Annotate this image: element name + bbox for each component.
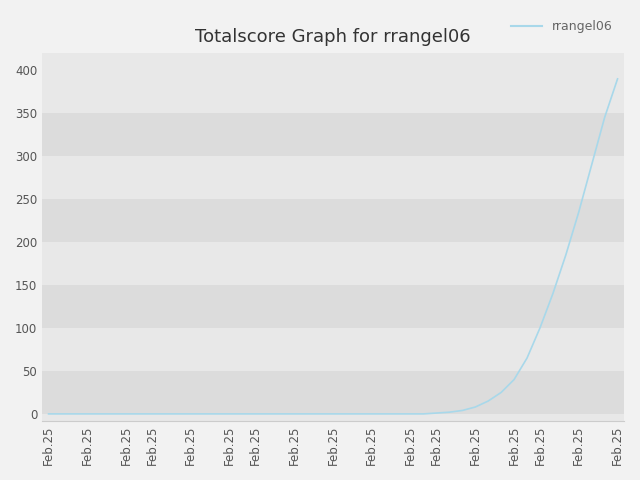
Title: Totalscore Graph for rrangel06: Totalscore Graph for rrangel06 [195, 28, 471, 46]
rrangel06 [549, 291, 557, 297]
rrangel06 [342, 411, 350, 417]
rrangel06 [303, 411, 311, 417]
rrangel06 [407, 411, 415, 417]
Bar [42, 199, 624, 242]
rrangel06 [420, 411, 428, 417]
Bar [42, 328, 624, 371]
Line: rrangel06: rrangel06 [49, 79, 618, 414]
rrangel06 [45, 411, 52, 417]
rrangel06 [70, 411, 78, 417]
rrangel06 [316, 411, 324, 417]
rrangel06 [148, 411, 156, 417]
rrangel06 [575, 209, 582, 215]
rrangel06 [97, 411, 104, 417]
Bar [42, 113, 624, 156]
Bar [42, 70, 624, 113]
Bar [42, 371, 624, 414]
rrangel06 [355, 411, 363, 417]
Bar [42, 242, 624, 285]
rrangel06 [252, 411, 259, 417]
rrangel06 [588, 162, 596, 168]
rrangel06 [433, 410, 440, 416]
Legend: rrangel06: rrangel06 [506, 15, 618, 38]
rrangel06 [187, 411, 195, 417]
rrangel06 [135, 411, 143, 417]
rrangel06 [368, 411, 376, 417]
rrangel06 [200, 411, 207, 417]
rrangel06 [122, 411, 130, 417]
rrangel06 [58, 411, 65, 417]
rrangel06 [614, 76, 621, 82]
rrangel06 [497, 390, 505, 396]
rrangel06 [174, 411, 182, 417]
rrangel06 [213, 411, 221, 417]
rrangel06 [458, 408, 466, 413]
rrangel06 [472, 404, 479, 410]
rrangel06 [536, 325, 544, 331]
rrangel06 [394, 411, 401, 417]
rrangel06 [278, 411, 285, 417]
rrangel06 [381, 411, 388, 417]
rrangel06 [510, 377, 518, 383]
Bar [42, 285, 624, 328]
rrangel06 [264, 411, 272, 417]
rrangel06 [84, 411, 92, 417]
rrangel06 [329, 411, 337, 417]
rrangel06 [445, 409, 453, 415]
Bar [42, 156, 624, 199]
rrangel06 [291, 411, 298, 417]
rrangel06 [484, 398, 492, 404]
rrangel06 [239, 411, 246, 417]
rrangel06 [109, 411, 117, 417]
rrangel06 [161, 411, 169, 417]
rrangel06 [226, 411, 234, 417]
rrangel06 [601, 115, 609, 120]
rrangel06 [562, 252, 570, 258]
rrangel06 [523, 355, 531, 361]
